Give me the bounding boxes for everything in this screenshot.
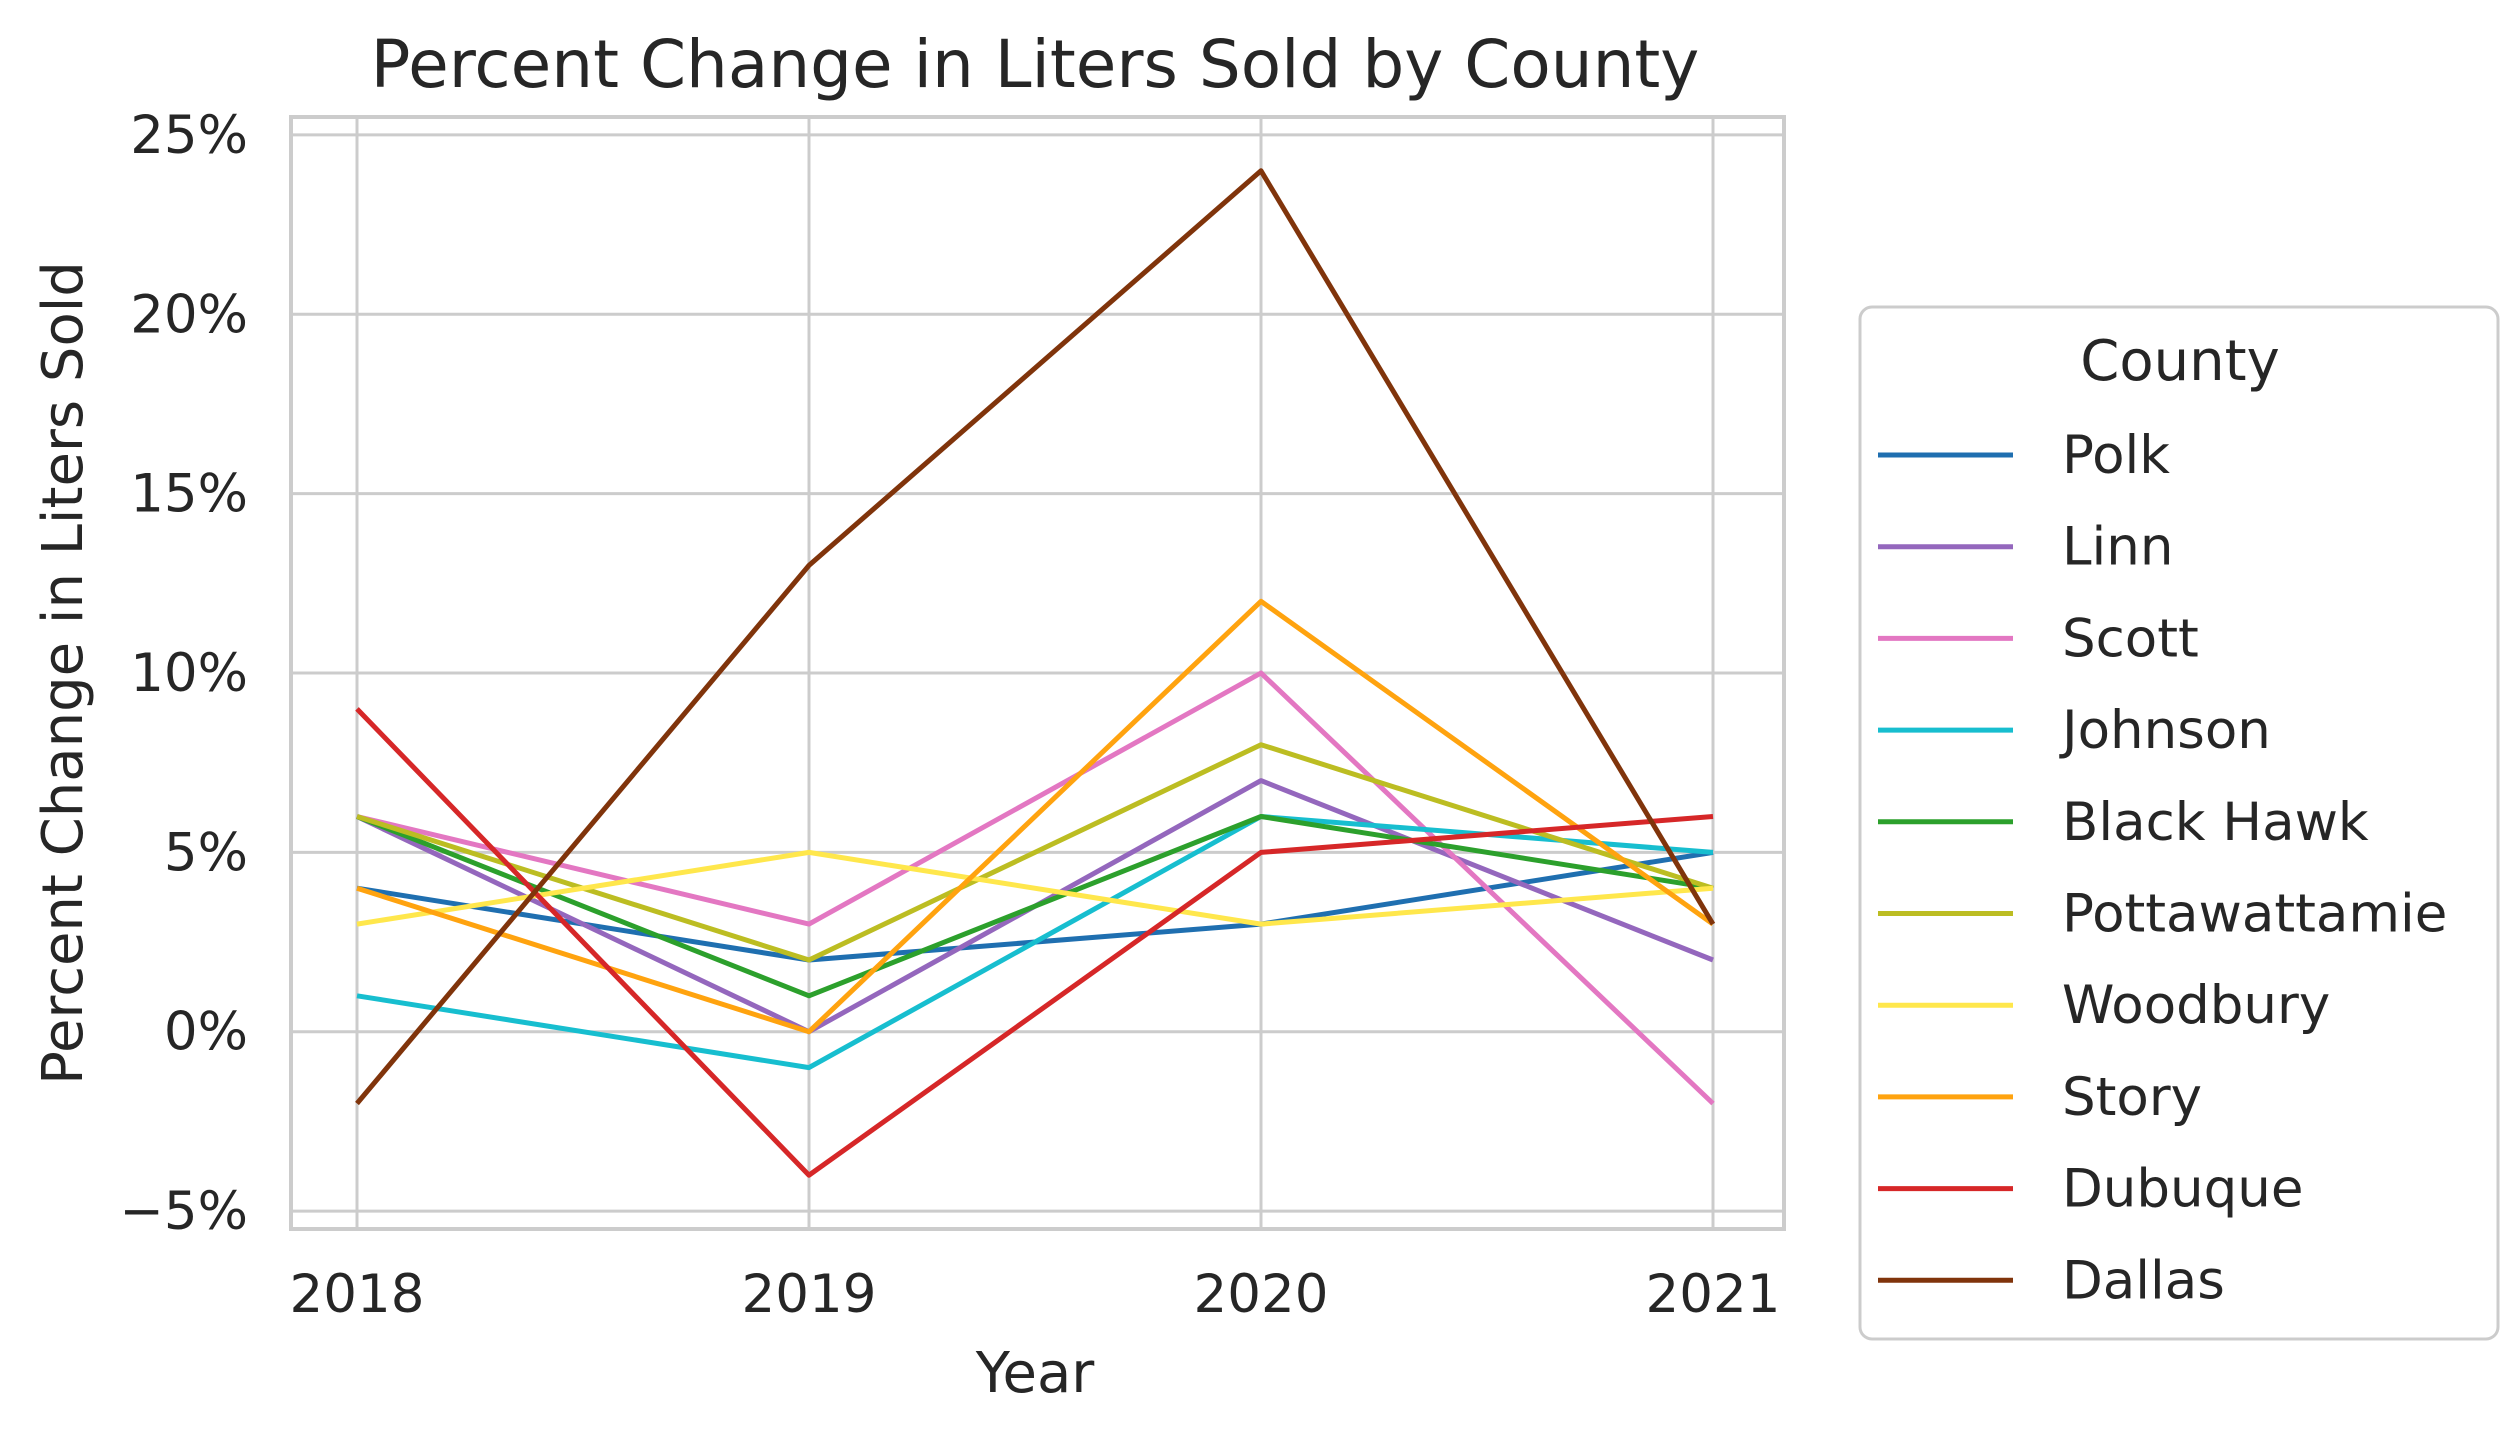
legend-title: County (2080, 329, 2279, 394)
y-axis-label: Percent Change in Liters Sold (31, 261, 96, 1085)
y-tick-label: 20% (130, 284, 248, 345)
legend-label-dallas: Dallas (2062, 1250, 2225, 1311)
series-line-dubuque (355, 707, 1714, 1178)
y-tick-label: 0% (164, 1002, 248, 1063)
x-tick-label: 2020 (1194, 1264, 1329, 1325)
series-lines (355, 168, 1716, 1178)
y-tick-labels: −5% 0% 5% 10% 15% 20% 25% (120, 105, 249, 1242)
legend-label-linn: Linn (2062, 517, 2173, 578)
chart-title: Percent Change in Liters Sold by County (371, 26, 1700, 103)
series-line-black-hawk (356, 814, 1714, 999)
legend-frame (1858, 305, 2500, 1341)
legend-label-story: Story (2062, 1067, 2202, 1128)
y-tick-label: 15% (130, 464, 248, 525)
x-tick-label: 2021 (1646, 1264, 1781, 1325)
legend-label-woodbury: Woodbury (2062, 975, 2330, 1036)
legend-label-black-hawk: Black Hawk (2062, 792, 2369, 853)
y-tick-label: 10% (130, 643, 248, 704)
series-line-dallas (355, 168, 1716, 1106)
y-tick-label: 25% (130, 105, 248, 166)
series-line-woodbury (356, 849, 1714, 927)
legend-items: Polk Linn Scott Johnson Black Hawk Pottawatta… (1878, 425, 2447, 1311)
legend-label-johnson: Johnson (2059, 700, 2271, 761)
y-tick-label: 5% (164, 822, 248, 883)
y-tick-label: −5% (120, 1181, 249, 1242)
x-axis-label: Year (975, 1341, 1096, 1406)
x-tick-label: 2018 (290, 1264, 425, 1325)
series-line-story (356, 598, 1715, 1035)
legend-label-polk: Polk (2062, 425, 2170, 486)
series-line-scott (356, 670, 1715, 1106)
x-tick-labels: 2018 2019 2020 2021 (290, 1264, 1781, 1325)
x-tick-label: 2019 (742, 1264, 877, 1325)
legend-label-scott: Scott (2062, 608, 2199, 669)
legend-label-dubuque: Dubuque (2062, 1159, 2303, 1220)
legend-label-pottawattamie: Pottawattamie (2062, 884, 2447, 945)
plot-frame (289, 115, 1786, 1231)
legend: County Polk Linn Scott Johnson Black Hawk Pot… (1858, 305, 2500, 1341)
